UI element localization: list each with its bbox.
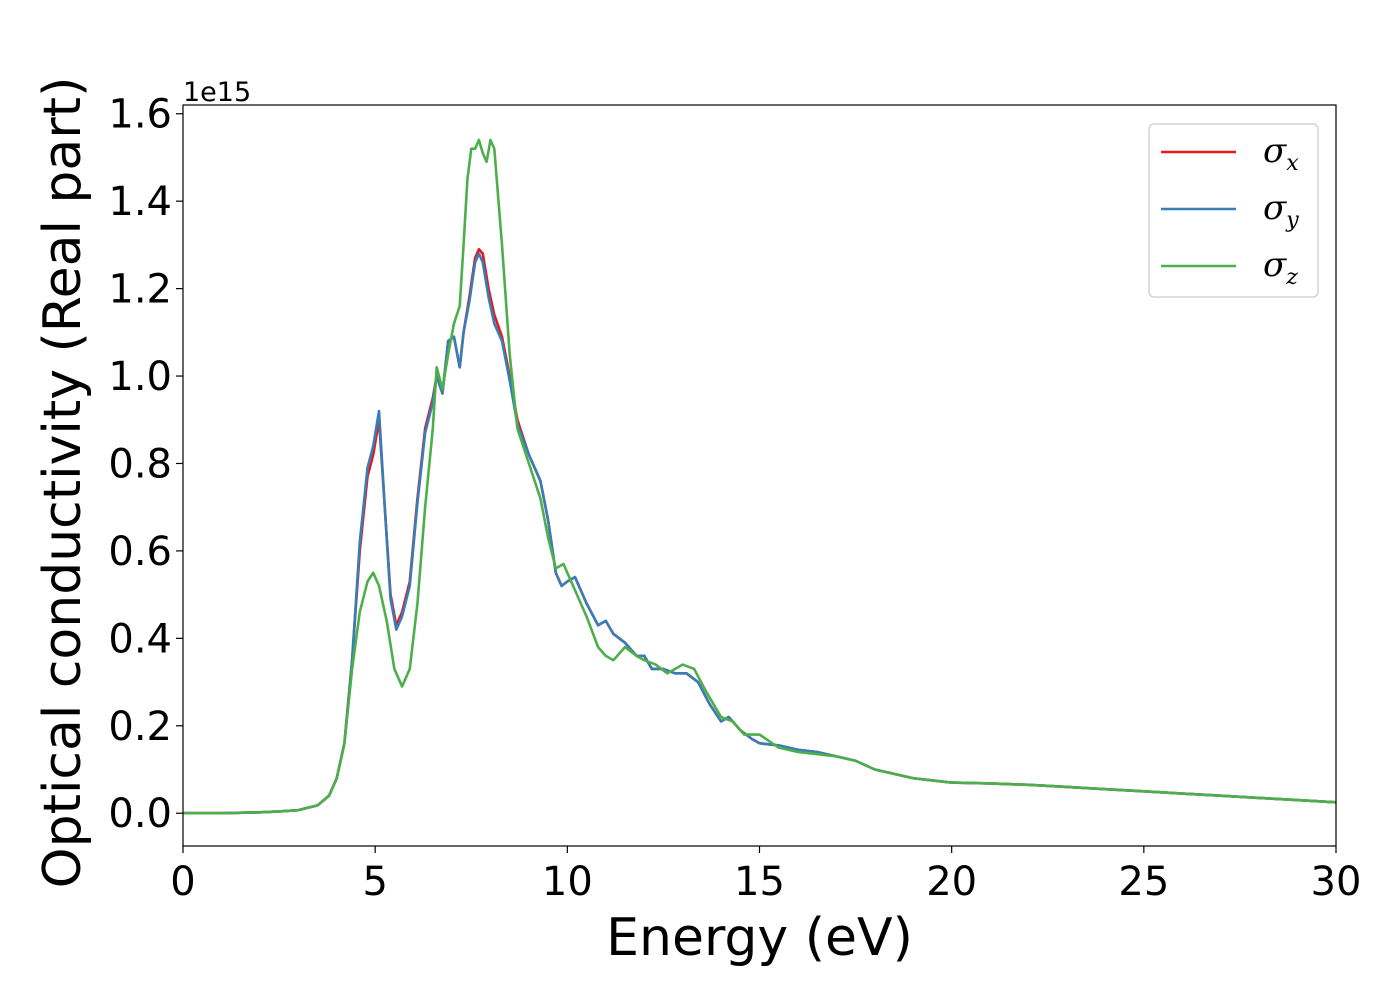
y-tick-label: 0.0 bbox=[108, 791, 172, 837]
y-offset-label: 1e15 bbox=[183, 77, 251, 108]
legend-label-y: σy bbox=[1263, 188, 1299, 233]
x-tick-label: 15 bbox=[734, 859, 785, 905]
x-tick-label: 10 bbox=[542, 859, 593, 905]
x-axis-title: Energy (eV) bbox=[606, 908, 913, 968]
x-tick-label: 0 bbox=[170, 859, 195, 905]
legend-label-z: σz bbox=[1263, 245, 1298, 290]
x-tick-label: 30 bbox=[1311, 859, 1362, 905]
legend-box bbox=[1148, 123, 1319, 298]
legend-label-x: σx bbox=[1263, 131, 1299, 176]
axis-ticks: 0 5 10 15 20 25 30 0.0 0.2 0.4 0.6 0.8 1.0 1.2 1.4 1.6 bbox=[108, 92, 1361, 905]
series-lines bbox=[183, 138, 1336, 815]
y-tick-label: 1.2 bbox=[108, 267, 172, 313]
x-tick-label: 20 bbox=[926, 859, 977, 905]
y-axis-title: Optical conductivity (Real part) bbox=[33, 77, 93, 889]
legend: σx σy σz bbox=[1148, 123, 1319, 298]
y-tick-label: 0.8 bbox=[108, 441, 172, 487]
series-line-z bbox=[183, 138, 1336, 815]
y-tick-label: 1.0 bbox=[108, 354, 172, 400]
x-tick-label: 5 bbox=[362, 859, 387, 905]
y-tick-label: 0.4 bbox=[108, 616, 172, 662]
y-tick-label: 0.6 bbox=[108, 529, 172, 575]
y-tick-label: 1.4 bbox=[108, 179, 172, 225]
y-tick-label: 1.6 bbox=[108, 92, 172, 138]
y-tick-label: 0.2 bbox=[108, 704, 172, 750]
x-tick-label: 25 bbox=[1118, 859, 1169, 905]
